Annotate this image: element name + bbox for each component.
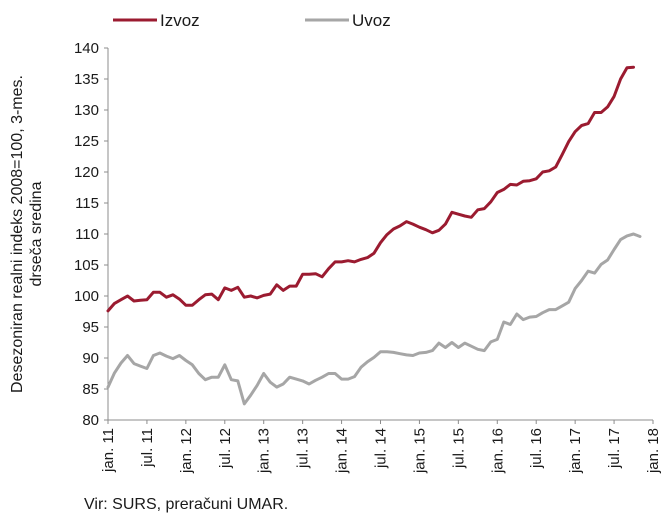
x-tick-label: jul. 11 [139, 428, 156, 468]
x-tick-label: jan. 14 [334, 428, 351, 474]
x-tick-label: jul. 16 [528, 428, 545, 469]
series-group [106, 65, 642, 406]
x-tick-label: jan. 13 [256, 428, 273, 474]
series-line-izvoz [106, 65, 635, 313]
x-tick-label: jul. 15 [450, 428, 467, 469]
y-tick-label: 100 [74, 288, 99, 305]
y-tick-label: 120 [74, 164, 99, 181]
y-axis-title-line-1: Desezoniran realni indeks 2008=100, 3-me… [9, 75, 26, 393]
x-tick-label: jul. 12 [217, 428, 234, 469]
y-axis-title: Desezoniran realni indeks 2008=100, 3-me… [9, 75, 45, 393]
y-axis-title-line-2: drseča sredina [28, 181, 45, 286]
y-tick-label: 125 [74, 133, 99, 150]
x-tick-label: jan. 17 [567, 428, 584, 474]
y-axis: 80 85 90 95 100 105 110 115 120 125 130 135 140 [74, 40, 108, 429]
y-tick-label: 85 [82, 381, 99, 398]
legend: Izvoz Uvoz [113, 11, 391, 30]
series-line-uvoz [106, 232, 642, 406]
x-axis: jan. 11 jul. 11 jan. 12 jul. 12 jan. 13 jul. … [100, 420, 662, 474]
x-tick-label: jan. 16 [489, 428, 506, 474]
y-tick-label: 110 [75, 226, 99, 243]
y-tick-label: 115 [75, 195, 99, 212]
x-tick-label: jan. 18 [645, 428, 662, 474]
y-tick-label: 95 [82, 319, 99, 336]
y-tick-label: 80 [82, 412, 99, 429]
y-tick-label: 135 [74, 71, 99, 88]
y-tick-label: 90 [82, 350, 99, 367]
x-tick-label: jul. 14 [373, 428, 390, 469]
y-tick-label: 130 [74, 102, 99, 119]
x-tick-label: jul. 13 [295, 428, 312, 469]
x-tick-label: jan. 15 [411, 428, 428, 474]
x-tick-label: jan. 11 [100, 428, 117, 473]
legend-label-izvoz: Izvoz [160, 11, 200, 30]
legend-label-uvoz: Uvoz [352, 11, 391, 30]
source-note: Vir: SURS, preračuni UMAR. [84, 496, 289, 513]
y-tick-label: 105 [74, 257, 99, 274]
x-tick-label: jan. 12 [178, 428, 195, 474]
x-tick-label: jul. 17 [606, 428, 623, 469]
y-tick-label: 140 [74, 40, 99, 57]
